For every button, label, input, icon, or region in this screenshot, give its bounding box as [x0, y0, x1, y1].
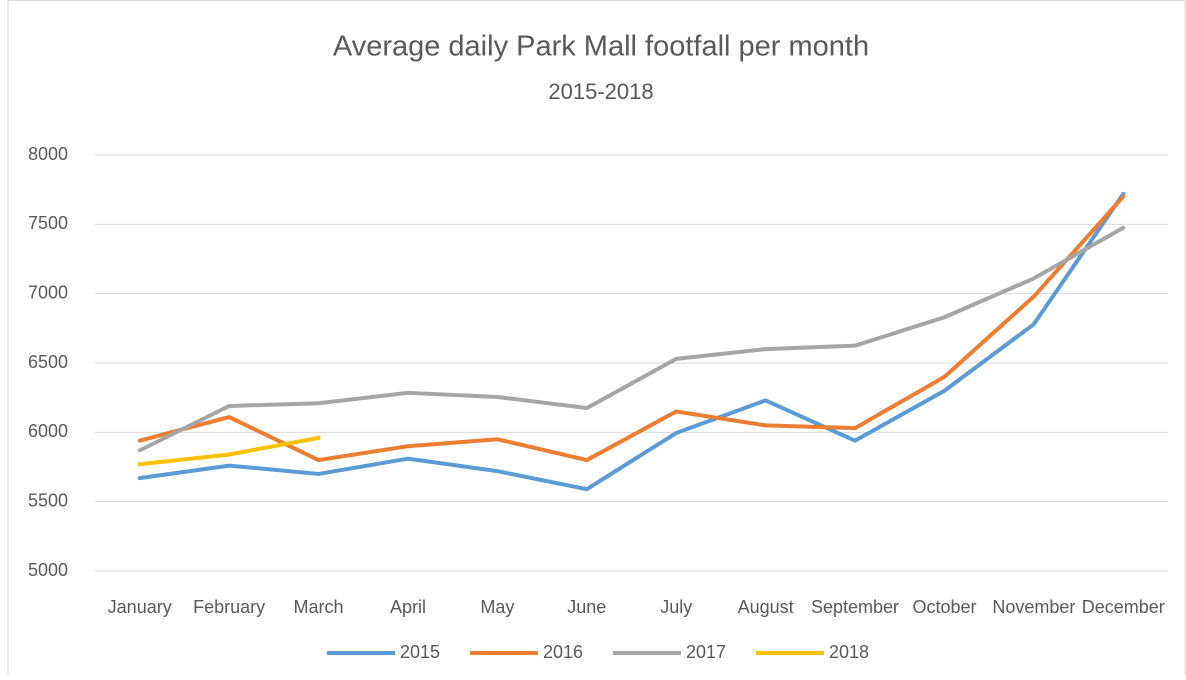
x-tick-label: October — [912, 597, 976, 617]
legend-label: 2018 — [829, 642, 869, 662]
x-tick-label: December — [1082, 597, 1165, 617]
line-series — [137, 225, 1126, 453]
y-tick-label: 6000 — [28, 421, 68, 441]
x-tick-label: April — [390, 597, 426, 617]
x-tick-label: June — [567, 597, 606, 617]
x-tick-label: September — [811, 597, 899, 617]
x-tick-label: November — [992, 597, 1075, 617]
x-tick-label: March — [294, 597, 344, 617]
legend-label: 2016 — [543, 642, 583, 662]
x-tick-label: August — [738, 597, 794, 617]
legend-label: 2017 — [686, 642, 726, 662]
x-tick-label: February — [193, 597, 265, 617]
y-tick-label: 7000 — [28, 282, 68, 302]
chart-frame — [7, 0, 1186, 680]
y-tick-label: 5000 — [28, 560, 68, 580]
x-tick-label: January — [108, 597, 172, 617]
line-series — [137, 435, 321, 467]
y-tick-label: 7500 — [28, 213, 68, 233]
chart-title: Average daily Park Mall footfall per mon… — [333, 31, 869, 63]
y-tick-label: 6500 — [28, 352, 68, 372]
y-tick-label: 5500 — [28, 490, 68, 510]
line-series — [137, 194, 1126, 463]
legend-label: 2015 — [400, 642, 440, 662]
x-tick-label: July — [660, 597, 692, 617]
chart-subtitle: 2015-2018 — [548, 79, 653, 104]
line-series — [137, 191, 1126, 492]
y-tick-label: 8000 — [28, 144, 68, 164]
x-tick-label: May — [480, 597, 514, 617]
